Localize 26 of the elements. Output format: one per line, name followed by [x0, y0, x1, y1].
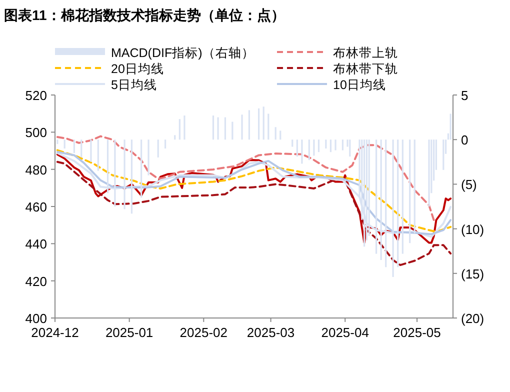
chart-title: 图表11：棉花指数技术指标走势（单位：点）: [4, 7, 285, 23]
x-tick-label: 2025-04: [321, 325, 369, 340]
y-tick-label: 500: [25, 125, 47, 140]
x-tick-label: 2024-12: [31, 325, 79, 340]
y2-tick-label: (20): [461, 311, 484, 326]
legend-label: 布林带下轨: [333, 62, 398, 76]
legend-label: 10日均线: [333, 78, 386, 92]
y-tick-label: 460: [25, 200, 47, 214]
legend-label: 20日均线: [111, 62, 164, 76]
y-tick-label: 420: [25, 274, 47, 289]
y-tick-label: 520: [25, 88, 47, 103]
x-tick-label: 2025-01: [105, 325, 154, 340]
y2-tick-label: 0: [461, 132, 468, 148]
y-tick-label: 440: [25, 236, 47, 252]
y-tick-label: 400: [25, 311, 47, 326]
legend-label: 5日均线: [111, 78, 157, 92]
y2-tick-label: (10): [461, 222, 484, 237]
x-tick-label: 2025-05: [393, 325, 441, 340]
legend-label: 布林带上轨: [333, 46, 398, 60]
y2-tick-label: (5): [461, 177, 477, 192]
y2-tick-label: (15): [461, 266, 484, 282]
legend-label: MACD(DIF指标)（右轴）: [111, 46, 254, 60]
x-tick-label: 2025-03: [246, 325, 295, 340]
y-tick-label: 480: [25, 162, 47, 178]
x-tick-label: 2025-02: [180, 325, 228, 340]
y2-tick-label: 5: [461, 88, 468, 103]
